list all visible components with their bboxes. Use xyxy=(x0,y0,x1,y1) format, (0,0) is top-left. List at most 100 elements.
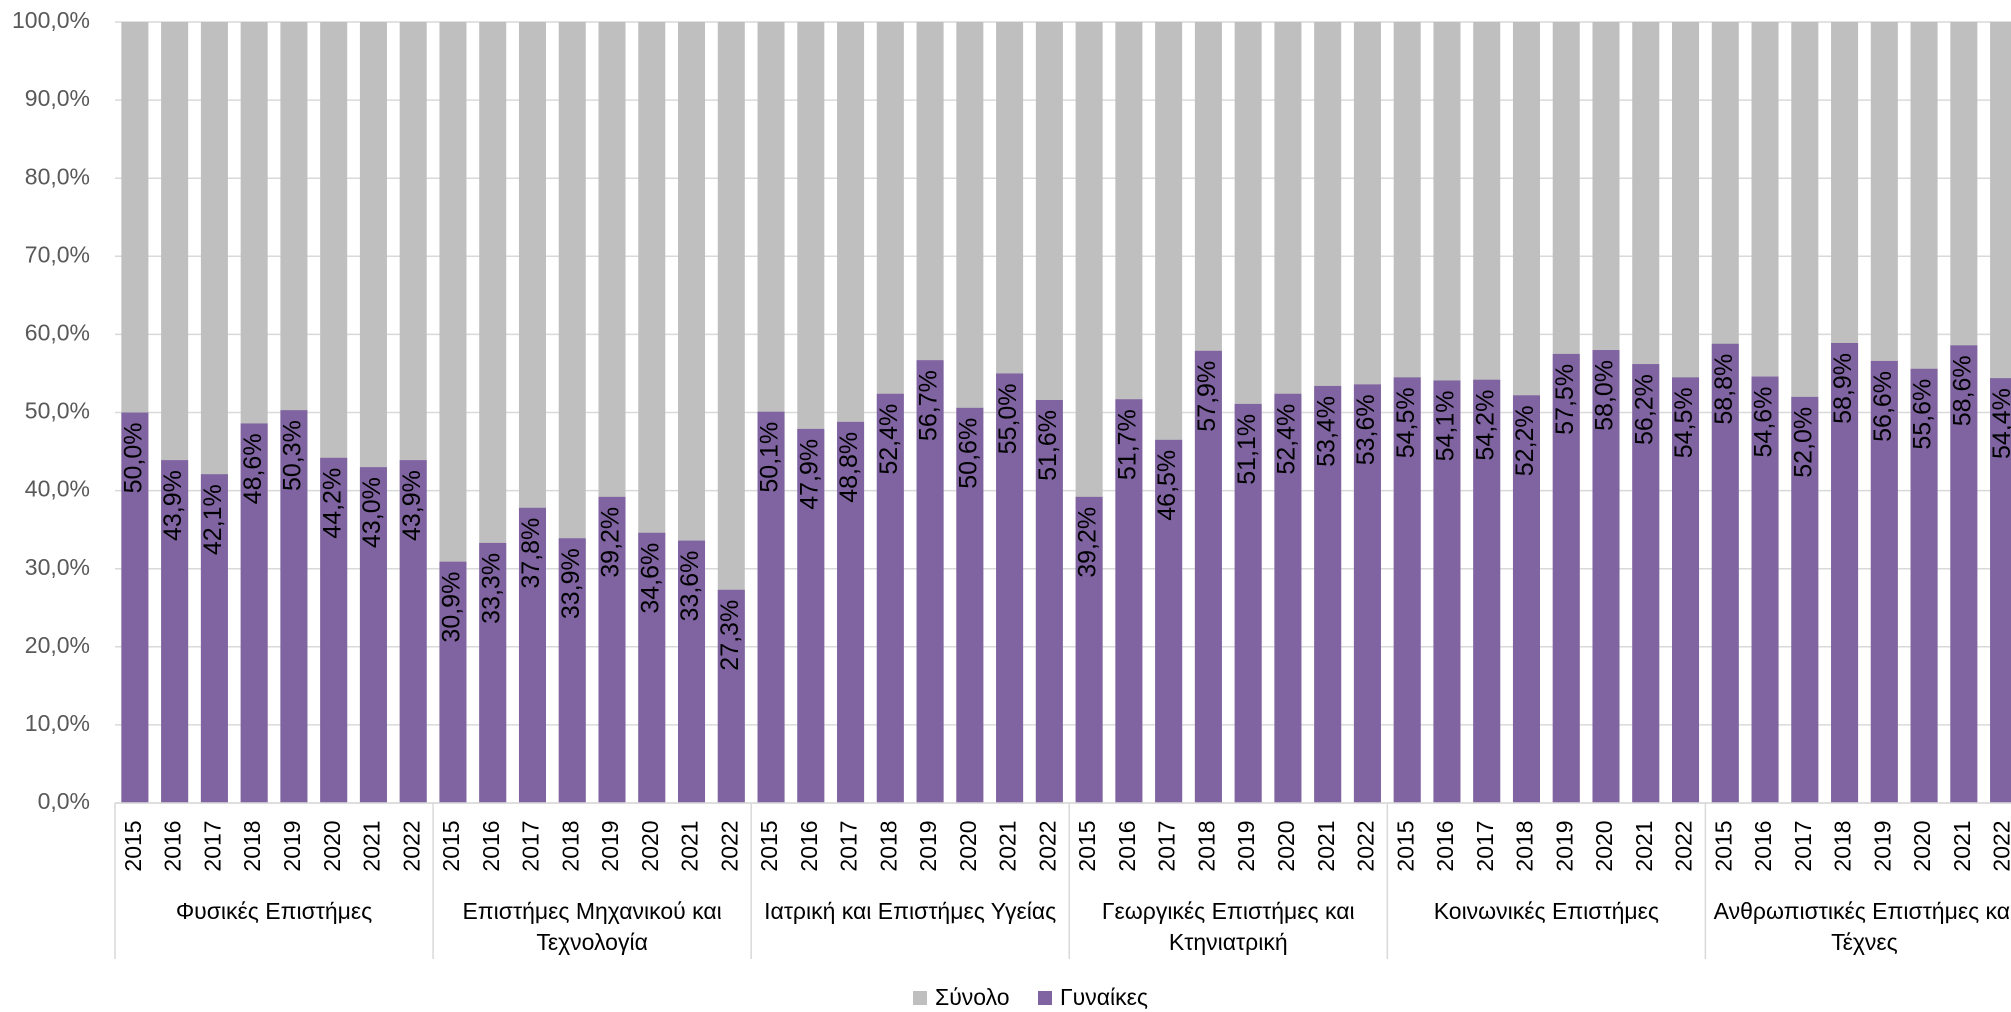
x-tick-label: 2018 xyxy=(1193,820,1219,871)
data-label: 34,6% xyxy=(636,543,664,614)
bar xyxy=(797,428,825,803)
data-label: 44,2% xyxy=(318,468,346,539)
bar xyxy=(1353,384,1381,803)
data-label: 54,4% xyxy=(1988,388,2011,459)
x-tick-label: 2021 xyxy=(677,820,703,871)
x-tick-label: 2019 xyxy=(1233,820,1259,871)
y-tick-label: 0,0% xyxy=(38,788,90,814)
bar xyxy=(399,460,427,803)
data-label: 50,1% xyxy=(756,422,784,493)
x-tick-label: 2017 xyxy=(518,820,544,871)
data-label: 52,0% xyxy=(1789,407,1817,478)
x-tick-label: 2019 xyxy=(1869,820,1895,871)
y-tick-label: 20,0% xyxy=(25,632,90,658)
data-label: 50,0% xyxy=(119,423,147,494)
bar xyxy=(1473,379,1501,803)
x-tick-label: 2019 xyxy=(1551,820,1577,871)
bar xyxy=(1552,353,1580,803)
bar xyxy=(837,421,865,803)
data-label: 54,2% xyxy=(1471,390,1499,461)
data-label: 54,5% xyxy=(1670,387,1698,458)
x-tick-label: 2019 xyxy=(915,820,941,871)
bar xyxy=(1831,342,1859,803)
y-tick-label: 30,0% xyxy=(25,554,90,580)
x-tick-label: 2021 xyxy=(1313,820,1339,871)
bar xyxy=(121,412,149,803)
data-label: 55,0% xyxy=(994,383,1022,454)
bar xyxy=(1155,439,1183,803)
data-label: 57,9% xyxy=(1193,361,1221,432)
data-label: 48,8% xyxy=(835,432,863,503)
x-tick-label: 2020 xyxy=(1273,820,1299,871)
data-label: 48,6% xyxy=(239,433,267,504)
data-label: 42,1% xyxy=(199,484,227,555)
x-tick-label: 2020 xyxy=(637,820,663,871)
data-label: 47,9% xyxy=(795,439,823,510)
x-tick-label: 2015 xyxy=(1710,820,1736,871)
bar xyxy=(598,496,626,803)
bar xyxy=(1910,368,1938,803)
x-tick-label: 2018 xyxy=(875,820,901,871)
group-label: Ιατρική και Επιστήμες Υγείας xyxy=(764,898,1057,924)
x-tick-label: 2019 xyxy=(279,820,305,871)
x-tick-label: 2018 xyxy=(239,820,265,871)
bar xyxy=(1115,399,1143,803)
data-label: 52,2% xyxy=(1511,405,1539,476)
data-label: 58,0% xyxy=(1591,360,1619,431)
x-tick-label: 2015 xyxy=(756,820,782,871)
bar xyxy=(1711,343,1739,803)
data-label: 53,4% xyxy=(1312,396,1340,467)
bar xyxy=(1194,350,1222,803)
data-label: 56,7% xyxy=(915,370,943,441)
x-tick-label: 2022 xyxy=(398,820,424,871)
group-label: Κοινωνικές Επιστήμες xyxy=(1433,898,1659,924)
x-tick-label: 2018 xyxy=(557,820,583,871)
bar xyxy=(1990,378,2011,803)
x-tick-label: 2022 xyxy=(716,820,742,871)
bar xyxy=(1234,403,1262,803)
data-label: 51,7% xyxy=(1113,409,1141,480)
data-label: 39,2% xyxy=(597,507,625,578)
group-label: Ανθρωπιστικές Επιστήμες και Τέχνες xyxy=(1713,898,2011,955)
data-label: 39,2% xyxy=(1074,507,1102,578)
data-label: 33,9% xyxy=(557,548,585,619)
x-tick-label: 2016 xyxy=(1432,820,1458,871)
data-label: 33,6% xyxy=(676,551,704,622)
bar xyxy=(161,460,189,803)
x-tick-label: 2017 xyxy=(199,820,225,871)
y-tick-label: 90,0% xyxy=(25,85,90,111)
x-tick-label: 2020 xyxy=(1909,820,1935,871)
bar xyxy=(280,410,308,803)
data-label: 50,3% xyxy=(279,420,307,491)
y-tick-label: 10,0% xyxy=(25,710,90,736)
bar xyxy=(916,360,944,803)
x-tick-label: 2015 xyxy=(120,820,146,871)
x-tick-label: 2021 xyxy=(1631,820,1657,871)
bar xyxy=(1791,396,1819,803)
legend-swatch xyxy=(1038,991,1052,1005)
x-tick-label: 2020 xyxy=(1591,820,1617,871)
data-label: 58,8% xyxy=(1710,354,1738,425)
bar xyxy=(1751,376,1779,803)
bar xyxy=(876,393,904,803)
data-label: 50,6% xyxy=(954,418,982,489)
bar xyxy=(518,507,546,803)
bar xyxy=(1035,400,1063,803)
x-tick-label: 2021 xyxy=(359,820,385,871)
group-label: Φυσικές Επιστήμες xyxy=(175,898,373,924)
bar xyxy=(1433,380,1461,803)
bar xyxy=(678,540,706,803)
data-label: 52,4% xyxy=(1273,404,1301,475)
data-label: 53,6% xyxy=(1352,394,1380,465)
x-tick-label: 2016 xyxy=(478,820,504,871)
bar xyxy=(1870,360,1898,803)
data-label: 55,6% xyxy=(1909,379,1937,450)
y-tick-label: 70,0% xyxy=(25,241,90,267)
y-tick-label: 50,0% xyxy=(25,398,90,424)
x-tick-label: 2018 xyxy=(1512,820,1538,871)
data-label: 37,8% xyxy=(517,518,545,589)
data-label: 51,6% xyxy=(1034,410,1062,481)
bar xyxy=(200,474,228,803)
data-label: 54,5% xyxy=(1392,387,1420,458)
x-tick-label: 2015 xyxy=(1392,820,1418,871)
